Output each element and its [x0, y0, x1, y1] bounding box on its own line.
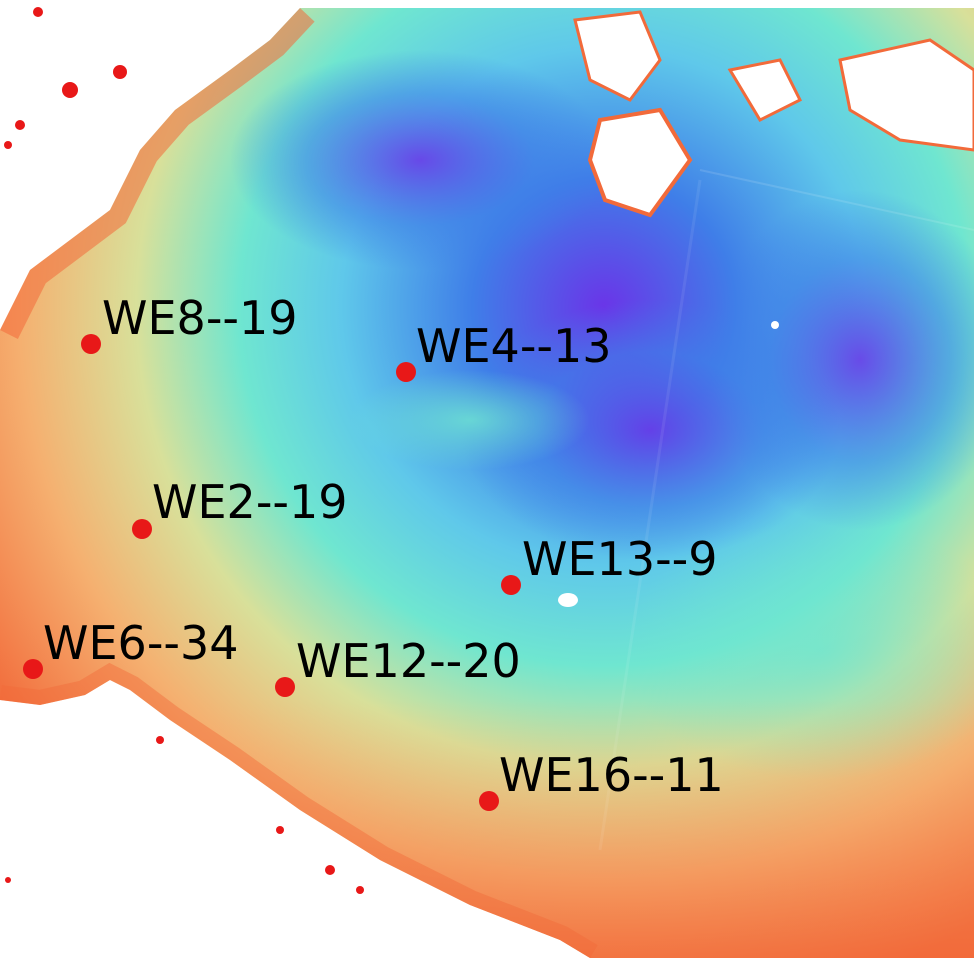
- station-marker[interactable]: [132, 519, 152, 539]
- station-we12[interactable]: WE12--20: [275, 634, 521, 697]
- station-marker[interactable]: [501, 575, 521, 595]
- station-we4[interactable]: WE4--13: [396, 319, 612, 382]
- station-marker[interactable]: [23, 659, 43, 679]
- stations-layer: WE8--19 WE4--13 WE2--19 WE13--9 WE6--34 WE12-…: [23, 291, 724, 811]
- shore-specks: [4, 7, 364, 894]
- station-marker[interactable]: [81, 334, 101, 354]
- station-we2[interactable]: WE2--19: [132, 475, 348, 539]
- station-we13[interactable]: WE13--9: [501, 532, 718, 595]
- station-label: WE16--11: [499, 748, 724, 802]
- station-label: WE4--13: [416, 319, 612, 373]
- station-label: WE6--34: [43, 616, 239, 670]
- station-label: WE2--19: [152, 475, 348, 529]
- station-marker[interactable]: [275, 677, 295, 697]
- islands: [558, 10, 974, 607]
- station-marker[interactable]: [479, 791, 499, 811]
- station-label: WE12--20: [296, 634, 521, 688]
- station-label: WE13--9: [522, 532, 718, 586]
- station-label: WE8--19: [102, 291, 298, 345]
- station-marker[interactable]: [396, 362, 416, 382]
- station-we16[interactable]: WE16--11: [479, 748, 724, 811]
- station-we8[interactable]: WE8--19: [81, 291, 298, 354]
- station-we6[interactable]: WE6--34: [23, 616, 239, 679]
